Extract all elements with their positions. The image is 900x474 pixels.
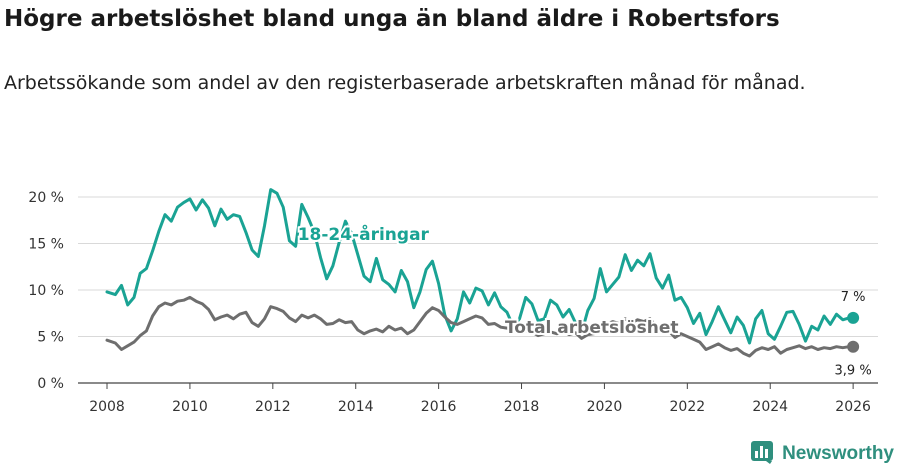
x-tick-label: 2016 xyxy=(421,399,457,415)
youth-series-label: 18-24-åringar xyxy=(298,223,430,245)
y-tick-label: 5 % xyxy=(37,330,64,346)
total-end-value: 3,9 % xyxy=(835,364,872,379)
x-tick-label: 2012 xyxy=(255,399,291,415)
newsworthy-logo: Newsworthy xyxy=(750,440,894,468)
x-tick-label: 2008 xyxy=(89,399,125,415)
x-tick-label: 2026 xyxy=(835,399,871,415)
youth-end-point xyxy=(847,311,860,324)
total-end-point xyxy=(847,340,860,353)
series-lines xyxy=(105,188,860,358)
x-axis-ticks: 2008 2010 2012 2014 2016 2018 2020 2022 2024 2026 xyxy=(89,383,871,415)
youth-end-value: 7 % xyxy=(841,290,866,305)
page-title: Högre arbetslöshet bland unga än bland ä… xyxy=(4,6,780,32)
x-tick-label: 2010 xyxy=(172,399,208,415)
y-tick-label: 10 % xyxy=(28,283,64,299)
chart-subtitle: Arbetssökande som andel av den registerb… xyxy=(4,72,806,94)
x-tick-label: 2020 xyxy=(587,399,623,415)
y-axis-ticks: 0 % 5 % 10 % 15 % 20 % xyxy=(28,190,64,392)
total-line xyxy=(105,295,855,358)
bar-chart-icon xyxy=(750,440,776,468)
x-tick-label: 2018 xyxy=(504,399,540,415)
y-tick-label: 0 % xyxy=(37,376,64,392)
y-tick-label: 15 % xyxy=(28,237,64,253)
y-tick-label: 20 % xyxy=(28,190,64,206)
x-tick-label: 2024 xyxy=(752,399,788,415)
x-tick-label: 2022 xyxy=(670,399,706,415)
youth-line xyxy=(105,188,855,345)
x-tick-label: 2014 xyxy=(338,399,374,415)
total-series-label: Total arbetslöshet xyxy=(505,318,679,338)
grid-lines xyxy=(78,196,878,384)
series-labels: 18-24-åringar Total arbetslöshet 7 % 3,9 % xyxy=(296,221,872,379)
brand-name: Newsworthy xyxy=(782,443,894,464)
